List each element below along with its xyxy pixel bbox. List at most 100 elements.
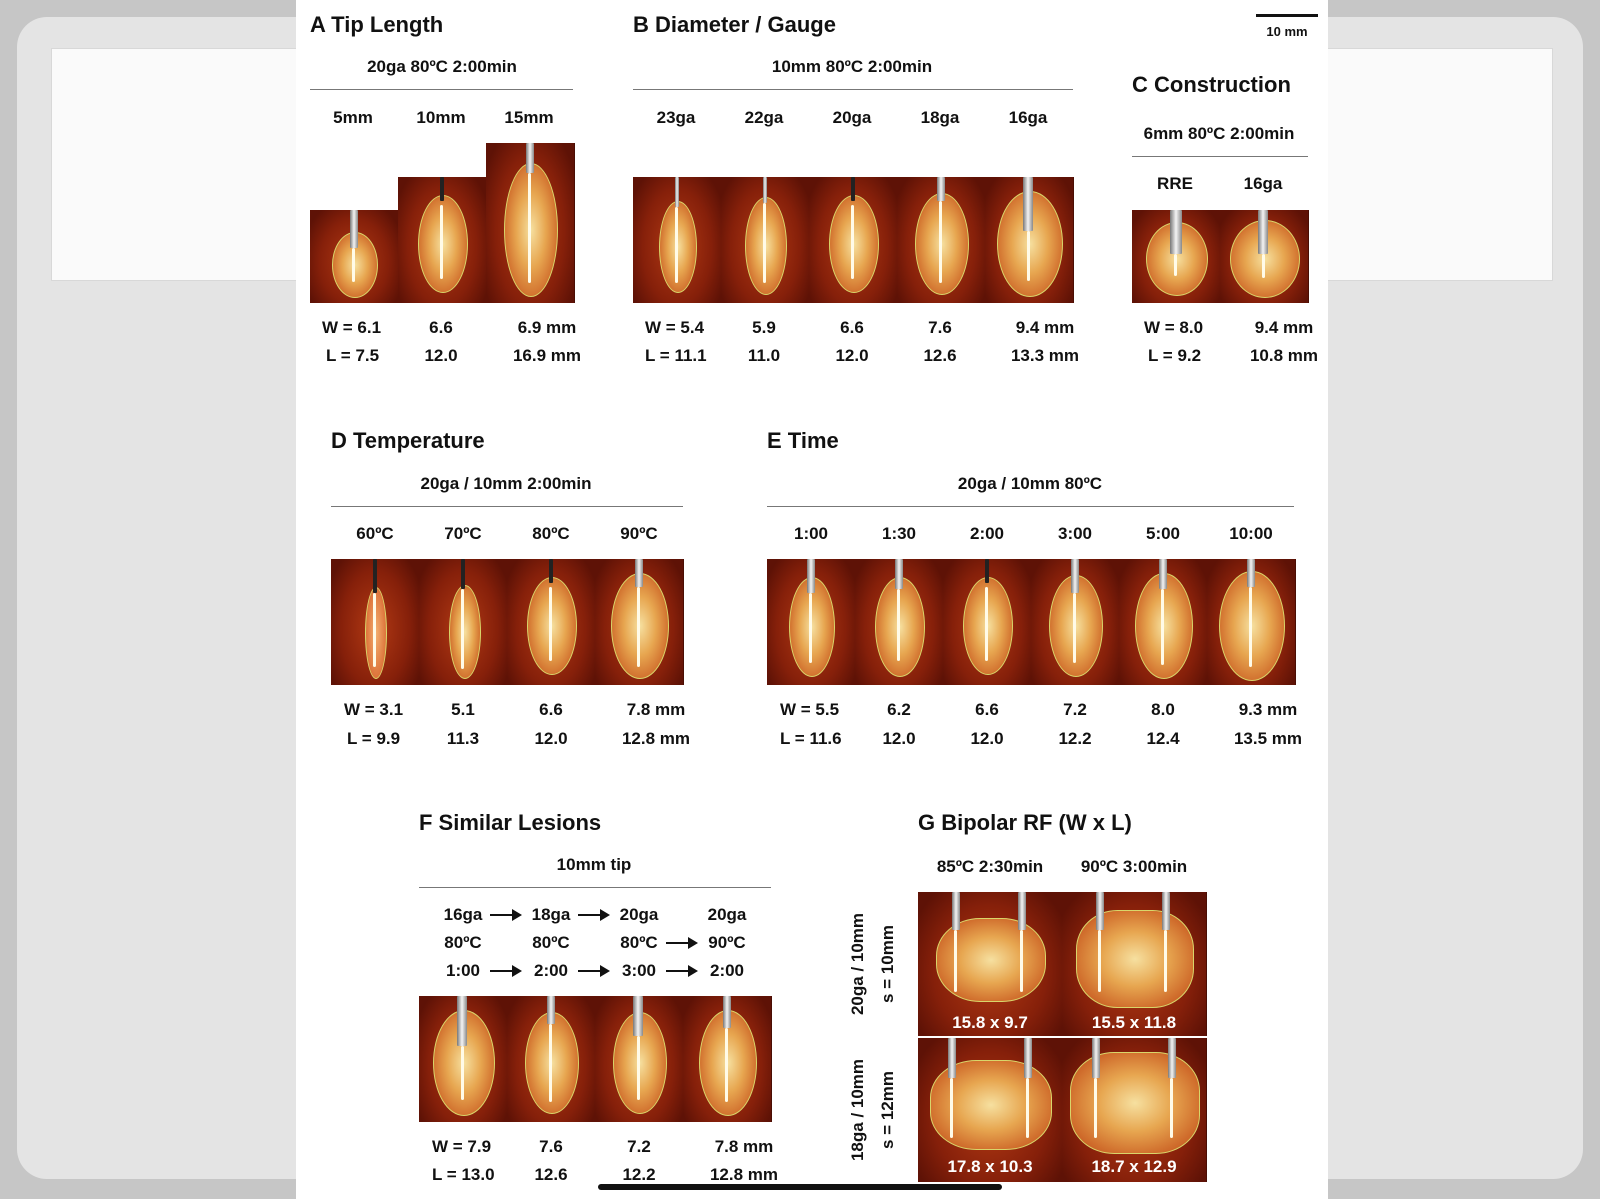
panel-c-col-label: RRE [1157,174,1193,193]
lesion-image [809,177,898,303]
panel-d-width-value: W = 3.1 [344,700,404,719]
panel-f-time-label: 1:00 [445,961,481,980]
panel-a-condition: 20ga 80ºC 2:00min [367,57,517,76]
panel-d-rule [331,506,683,507]
arrow-right-icon [666,937,698,949]
bipolar-dimension: 18.7 x 12.9 [1091,1157,1177,1176]
panel-f-gauge-label: 20ga [707,905,747,924]
panel-f-width-value: 7.8 mm [714,1137,774,1156]
bipolar-dimension: 15.8 x 9.7 [952,1013,1028,1032]
lesion-image [897,177,986,303]
panel-d-width-value: 6.6 [539,700,563,719]
panel-e-rule [767,506,1294,507]
bipolar-dimension: 15.5 x 11.8 [1091,1013,1177,1032]
panel-f-length-value: 12.8 mm [709,1165,779,1184]
panel-b-width-value: 9.4 mm [1015,318,1075,337]
panel-a-col-label: 15mm [504,108,554,127]
scale-bar-label: 10 mm [1266,24,1308,39]
panel-b-width-value: 5.9 [752,318,776,337]
bipolar-lesion-image: 15.5 x 11.8 [1062,892,1207,1036]
arrow-right-icon [578,965,610,977]
lesion-image [633,177,722,303]
lesion-image [507,996,596,1122]
panel-b-title: B Diameter / Gauge [633,12,836,37]
panel-d-width-value: 5.1 [451,700,475,719]
panel-a-col-label: 5mm [333,108,373,127]
figure-page: 10 mm A Tip Length 20ga 80ºC 2:00min 5mm… [296,0,1328,1199]
panel-d-title: D Temperature [331,428,485,453]
panel-e-col-label: 10:00 [1229,524,1273,543]
panel-e-length-value: 12.0 [882,729,916,748]
lesion-image [419,996,508,1122]
panel-b-col-label: 20ga [832,108,872,127]
panel-f-width-value: 7.6 [539,1137,563,1156]
lesion-image [507,559,596,685]
panel-f-length-value: L = 13.0 [432,1165,495,1184]
panel-f-temp-label: 80ºC [532,933,570,952]
scale-bar [1256,14,1318,17]
bipolar-lesion-image: 17.8 x 10.3 [918,1038,1063,1182]
panel-e-length-value: 12.2 [1058,729,1092,748]
panel-f-rule [419,887,771,888]
panel-f-temp-label: 80ºC [444,933,482,952]
panel-g-col-label: 85ºC 2:30min [936,857,1044,876]
panel-d-col-label: 80ºC [532,524,570,543]
lesion-image [419,559,508,685]
panel-g-col-label: 90ºC 3:00min [1080,857,1188,876]
panel-d-col-label: 60ºC [356,524,394,543]
lesion-image [1031,559,1120,685]
bipolar-lesion-image: 18.7 x 12.9 [1062,1038,1207,1182]
arrow-right-icon [490,909,522,921]
panel-b-width-value: 7.6 [928,318,952,337]
panel-f-condition: 10mm tip [556,855,632,874]
panel-b-width-value: 6.6 [840,318,864,337]
panel-e-col-label: 2:00 [969,524,1005,543]
panel-f-time-label: 2:00 [533,961,569,980]
lesion-image [331,559,420,685]
panel-c-length-value: L = 9.2 [1148,346,1202,365]
panel-d-length-value: 11.3 [446,729,480,748]
panel-g-row-label: 18ga / 10mm s = 12mm [848,1058,897,1162]
home-indicator[interactable] [598,1184,1002,1190]
panel-g-title: G Bipolar RF (W x L) [918,810,1132,835]
lesion-image [1132,210,1221,303]
panel-e-length-value: 12.4 [1146,729,1180,748]
panel-e-width-value: 9.3 mm [1238,700,1298,719]
lesion-image [767,559,856,685]
panel-f-width-value: W = 7.9 [432,1137,492,1156]
panel-e-title: E Time [767,428,839,453]
panel-a-col-label: 10mm [416,108,466,127]
panel-b-col-label: 18ga [920,108,960,127]
panel-b-length-value: 11.0 [747,346,781,365]
panel-e-col-label: 1:00 [793,524,829,543]
panel-b-col-label: 22ga [744,108,784,127]
panel-c-condition: 6mm 80ºC 2:00min [1143,124,1295,143]
panel-f-temp-label: 90ºC [708,933,746,952]
panel-d-length-value: 12.8 mm [621,729,691,748]
arrow-right-icon [666,965,698,977]
panel-b-length-value: 13.3 mm [1010,346,1080,365]
panel-b-length-value: L = 11.1 [645,346,707,365]
arrow-right-icon [578,909,610,921]
lesion-image [855,559,944,685]
panel-c-length-value: 10.8 mm [1249,346,1319,365]
panel-e-length-value: L = 11.6 [780,729,842,748]
panel-e-width-value: 8.0 [1151,700,1175,719]
panel-a-width-value: 6.9 mm [517,318,577,337]
panel-d-col-label: 90ºC [620,524,658,543]
panel-f-title: F Similar Lesions [419,810,602,835]
lesion-image [595,996,684,1122]
panel-f-gauge-label: 16ga [443,905,483,924]
panel-f-time-label: 3:00 [621,961,657,980]
panel-b-length-value: 12.0 [835,346,869,365]
panel-a-length-value: 16.9 mm [512,346,582,365]
lesion-image [1220,210,1309,303]
panel-a-title: A Tip Length [310,12,444,37]
panel-c-col-label: 16ga [1243,174,1283,193]
panel-e-condition: 20ga / 10mm 80ºC [957,474,1103,493]
panel-f-gauge-label: 18ga [531,905,571,924]
lesion-image [721,177,810,303]
panel-e-width-value: 7.2 [1063,700,1087,719]
lesion-image [398,177,487,303]
panel-b-col-label: 23ga [656,108,696,127]
